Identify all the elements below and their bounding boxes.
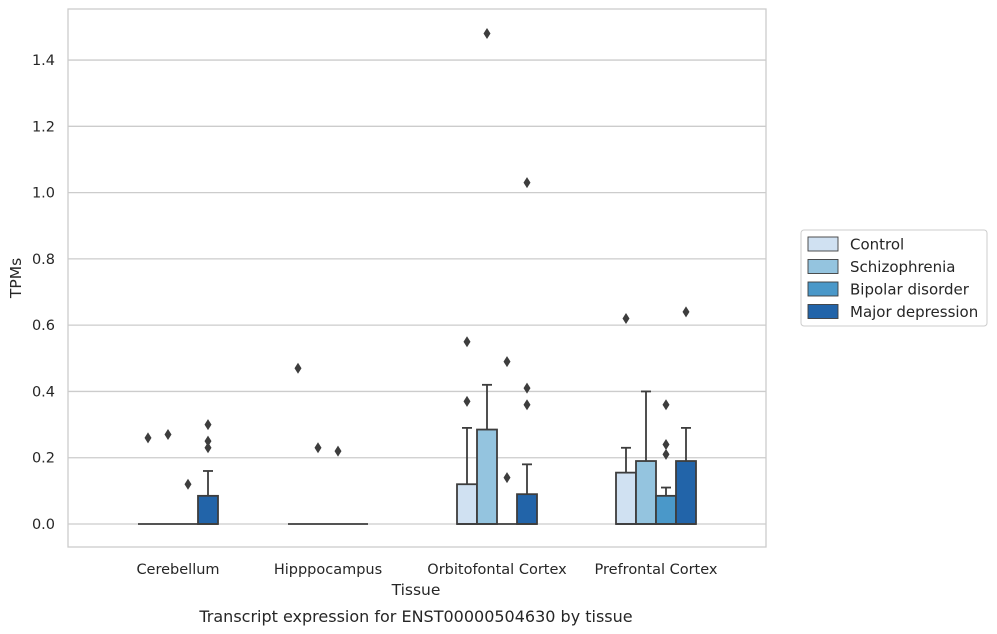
outlier-point <box>523 177 531 189</box>
outlier-point <box>204 442 212 454</box>
box-control <box>288 362 308 525</box>
x-tick-label: Hipppocampus <box>274 562 382 578</box>
y-tick-label: 0.8 <box>32 252 55 268</box>
box-bipolar-disorder <box>178 478 198 525</box>
box-major-depression <box>675 306 697 525</box>
outlier-point <box>334 445 342 457</box>
box-major-depression <box>197 419 219 525</box>
outlier-point <box>483 28 491 40</box>
outlier-point <box>662 399 670 411</box>
boxes <box>138 28 697 525</box>
legend-swatch <box>807 304 839 319</box>
outlier-point <box>204 435 212 447</box>
outlier-point <box>144 432 152 444</box>
y-tick-label: 1.4 <box>32 53 55 69</box>
outlier-point <box>622 313 630 325</box>
legend-swatch <box>807 259 839 274</box>
legend-label: Bipolar disorder <box>850 281 970 299</box>
y-tick-label: 0.4 <box>32 384 55 400</box>
y-tick-label: 0.2 <box>32 451 55 467</box>
box-control <box>456 336 478 525</box>
legend-label: Major depression <box>850 303 978 321</box>
x-tick-label: Orbitofontal Cortex <box>427 562 567 578</box>
legend: Control Schizophrenia Bipolar disorder Majo… <box>800 229 988 327</box>
box-major-depression <box>516 177 538 525</box>
box-body <box>675 460 697 525</box>
y-tick-label: 1.2 <box>32 119 55 135</box>
legend-label: Control <box>850 236 904 254</box>
x-ticks: Cerebellum Hipppocampus Orbitofontal Corte… <box>136 562 717 578</box>
y-tick-label: 1.0 <box>32 186 55 202</box>
box-bipolar-disorder <box>328 445 348 525</box>
outlier-point <box>503 472 511 484</box>
outlier-point <box>523 399 531 411</box>
gridlines <box>68 59 766 525</box>
box-body <box>655 494 677 525</box>
outlier-point <box>314 442 322 454</box>
outlier-point <box>662 448 670 460</box>
box-schizophrenia <box>476 28 498 525</box>
y-tick-label: 0.6 <box>32 318 55 334</box>
outlier-point <box>463 395 471 407</box>
outlier-point <box>523 382 531 394</box>
box-schizophrenia <box>308 442 328 525</box>
y-ticks: 0.0 0.2 0.4 0.6 0.8 1.0 1.2 1.4 <box>32 53 55 533</box>
outlier-point <box>164 429 172 441</box>
box-body <box>516 493 538 525</box>
box-schizophrenia <box>158 429 178 525</box>
box-body <box>615 471 637 525</box>
outlier-point <box>463 336 471 348</box>
x-tick-label: Prefrontal Cortex <box>595 562 718 578</box>
box-control <box>615 313 637 525</box>
y-axis-title: TPMs <box>7 258 25 299</box>
box-body <box>476 428 498 525</box>
chart-caption: Transcript expression for ENST0000050463… <box>198 607 632 626</box>
outlier-point <box>503 356 511 368</box>
legend-swatch <box>807 236 839 252</box>
box-bipolar-disorder <box>655 399 677 525</box>
outlier-point <box>184 478 192 490</box>
outlier-point <box>204 419 212 431</box>
x-axis-title: Tissue <box>391 581 441 599</box>
box-bipolar-disorder <box>497 356 517 525</box>
legend-label: Schizophrenia <box>850 258 955 276</box>
outlier-point <box>294 362 302 374</box>
y-tick-label: 0.0 <box>32 517 55 533</box>
outlier-point <box>662 438 670 450</box>
box-body <box>197 494 219 525</box>
outlier-point <box>682 306 690 318</box>
legend-swatch <box>807 281 839 297</box>
legend-frame <box>800 229 988 327</box>
plot-area-frame <box>67 8 767 548</box>
box-body <box>456 483 478 525</box>
box-control <box>138 432 158 525</box>
x-tick-label: Cerebellum <box>136 562 219 578</box>
box-schizophrenia <box>635 390 657 525</box>
box-body <box>635 460 657 525</box>
